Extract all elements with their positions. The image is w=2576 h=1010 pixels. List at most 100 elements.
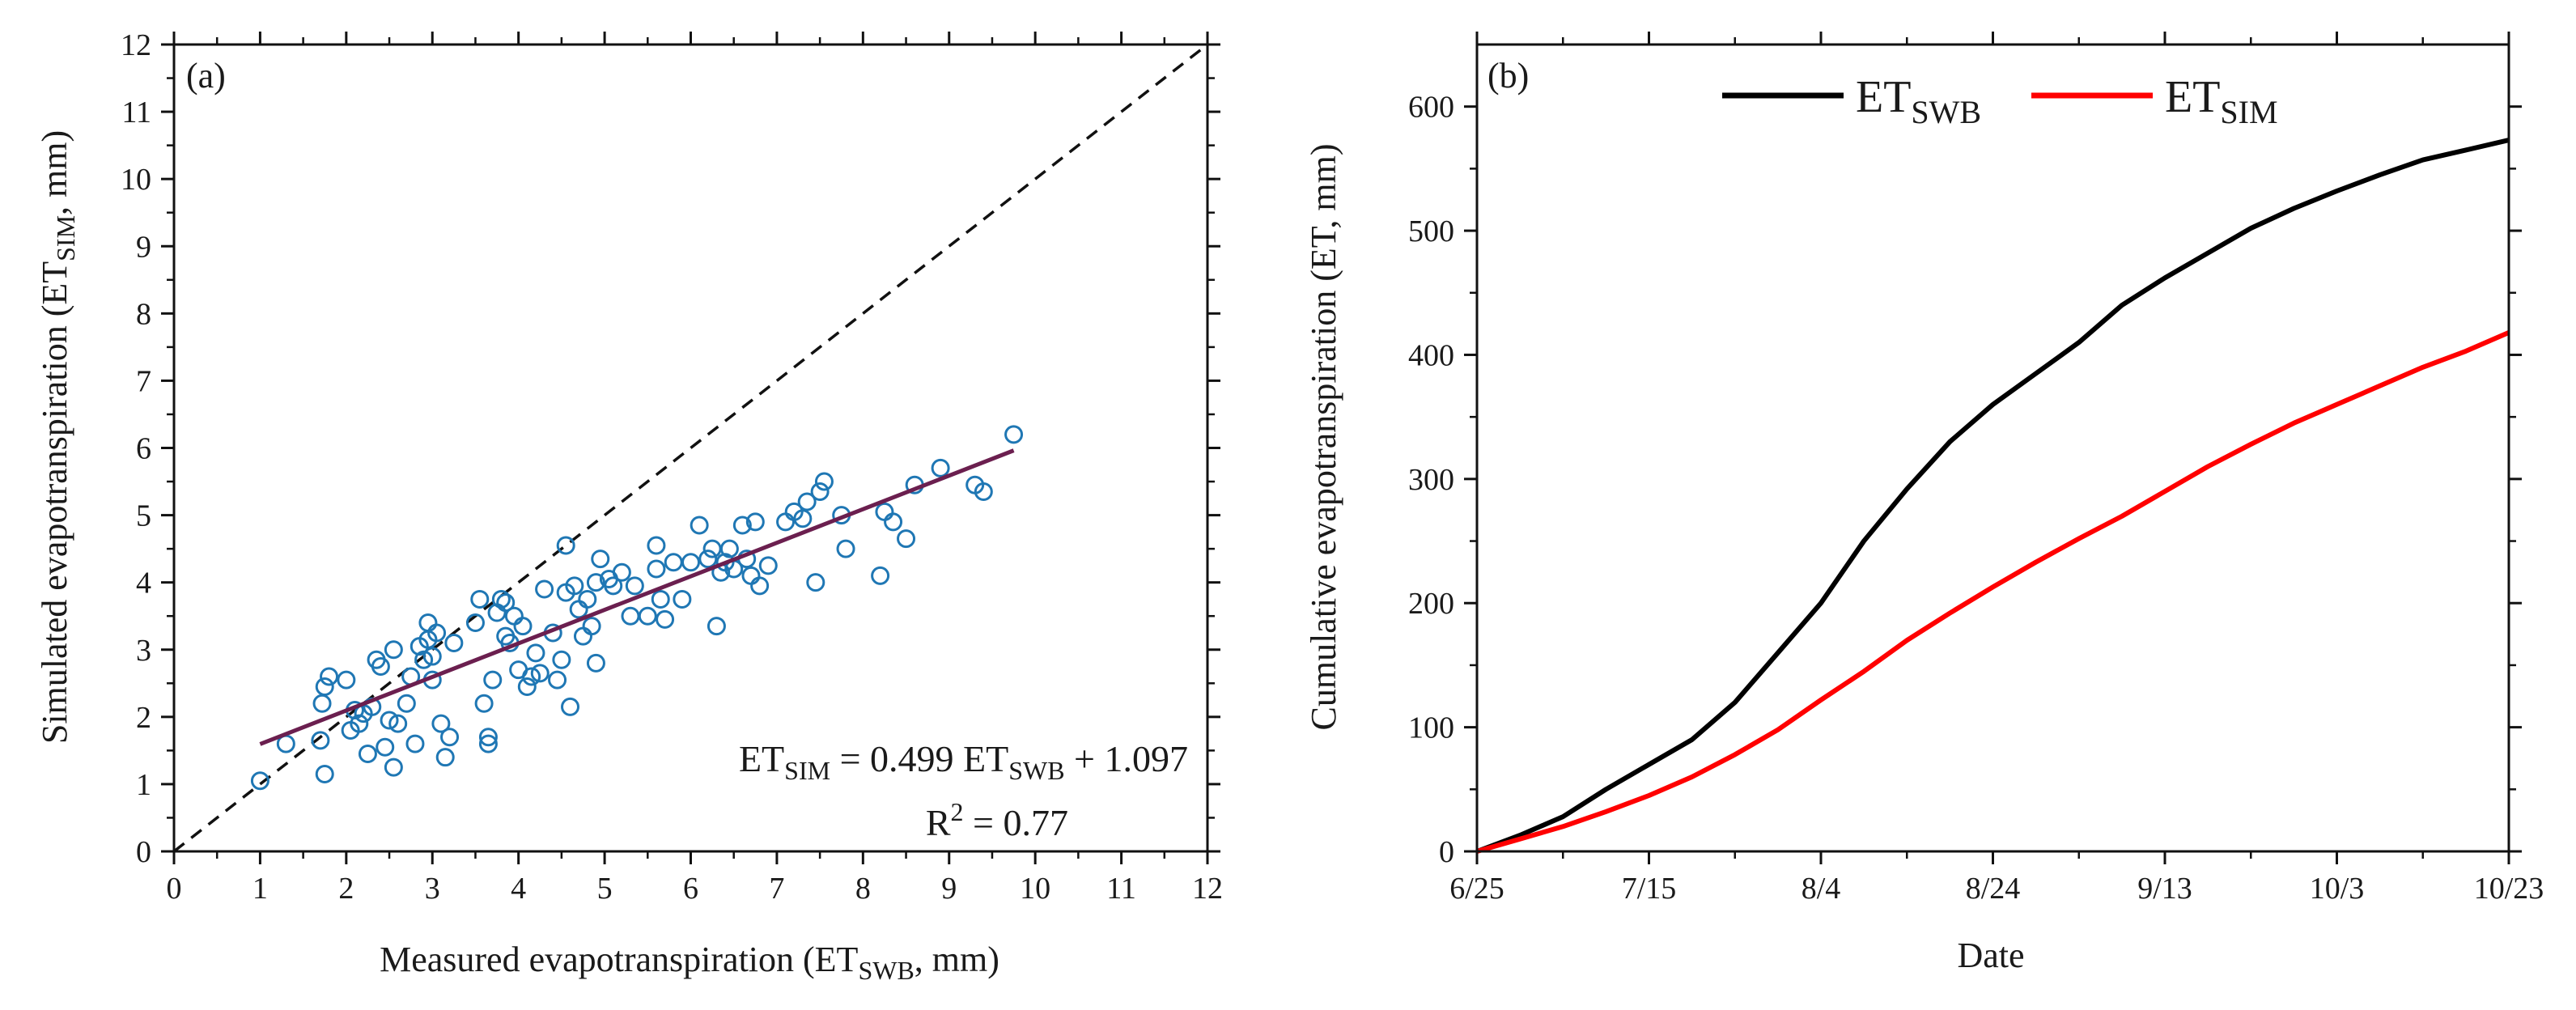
x-tick-label: 12 [1192,872,1223,906]
scatter-point [625,576,644,596]
scatter-point [1004,425,1024,444]
scatter-point [358,745,377,764]
panel-a-plot-marks [172,43,1209,853]
scatter-point [483,670,503,690]
scatter-point [315,677,334,696]
scatter-point [897,529,916,549]
r2-exp: 2 [951,797,964,826]
scatter-point [793,509,813,528]
scatter-point [698,550,718,569]
eq-y-sub: SIM [784,756,830,785]
scatter-point [444,633,464,652]
scatter-point [556,536,575,555]
scatter-point [814,472,834,491]
line-panel: 6/25 7/15 8/4 8/24 9/13 10/3 10/23 0 100 200 300 40… [1304,32,2544,975]
y-tick-label: 11 [121,95,151,129]
scatter-point [931,458,950,477]
scatter-point [427,623,447,643]
scatter-point [384,758,403,777]
y-tick-label: 0 [1439,835,1454,869]
x-tick-label: 9 [941,872,957,906]
panel-a-label: (a) [186,56,226,95]
x-tick-label: 8/24 [1966,872,2021,906]
y-tick-label: 12 [121,28,151,62]
scatter-point [586,653,605,673]
scatter-point [612,562,631,582]
scatter-point [435,748,455,767]
scatter-point [465,613,485,633]
scatter-point [750,576,770,596]
eq-tail: + 1.097 [1065,738,1188,779]
scatter-point [384,640,403,660]
x-tick-label: 10/23 [2474,872,2544,906]
legend-label-sim: ETSIM [2165,72,2278,130]
scatter-point [974,482,993,502]
scatter-point [522,667,541,686]
scatter-point [638,606,657,626]
scatter-point [656,609,675,629]
x-tick-label: 6 [683,872,698,906]
eq-mid: = 0.499 ET [830,738,1008,779]
y-tick-label: 3 [136,634,151,668]
x-tick-label: 5 [597,872,613,906]
scatter-point [810,482,830,502]
y-tick-label: 6 [136,432,151,466]
panel-b-axes: 6/25 7/15 8/4 8/24 9/13 10/3 10/23 0 100 200 300 40… [1408,32,2544,906]
scatter-point [470,589,490,609]
legend-label-swb: ETSWB [1856,72,1981,130]
scatter-point [513,617,533,636]
y-tick-label: 4 [136,567,151,600]
y-tick-label: 0 [136,835,151,869]
r2-value: = 0.77 [964,802,1068,843]
scatter-point [431,714,451,733]
scatter-point [582,617,601,636]
scatter-point [414,650,434,669]
scatter-point [350,714,369,733]
x-tick-label: 4 [511,872,526,906]
x-tick-label: 10 [1020,872,1050,906]
y-tick-label: 600 [1408,91,1454,125]
scatter-point [745,512,765,532]
scatter-point [376,737,395,757]
scatter-point [604,576,623,596]
scatter-point [836,539,855,558]
x-tick-label: 2 [338,872,354,906]
scatter-point [422,647,442,666]
scatter-point [474,694,494,713]
x-tick-label: 6/25 [1449,872,1504,906]
scatter-point [388,714,408,733]
scatter-point [405,734,425,753]
scatter-point [647,559,666,579]
y-tick-label: 10 [121,163,151,197]
r2-base: R [926,802,951,843]
scatter-point [530,664,550,683]
scatter-point [380,711,399,730]
scatter-point [871,566,890,585]
panel-b-y-axis-title: Cumulative evapotranspiration (ET, mm) [1304,144,1343,731]
y-tick-label: 2 [136,701,151,735]
panel-b-x-axis-title: Date [1957,936,2024,975]
scatter-point [397,694,416,713]
scatter-point [797,492,817,511]
scatter-point [311,731,330,750]
x-tick-label: 7 [769,872,784,906]
y-tick-label: 1 [136,768,151,802]
scatter-point [690,516,709,535]
x-tick-label: 10/3 [2310,872,2365,906]
x-tick-label: 11 [1106,872,1136,906]
scatter-point [561,697,580,716]
scatter-point [535,579,554,599]
scatter-point [478,734,498,753]
scatter-point [758,556,778,575]
panel-a-x-axis-title: Measured evapotranspiration (ETSWB, mm) [380,940,999,985]
scatter-point [673,589,692,609]
y-tick-label: 400 [1408,338,1454,372]
legend: ETSWB ETSIM [1722,72,2278,130]
y-tick-label: 5 [136,499,151,533]
series-line-sim [1476,330,2510,854]
eq-x-sub: SWB [1008,756,1064,785]
panel-a-y-axis-title: Simulated evapotranspiration (ETSIM, mm) [35,130,80,744]
